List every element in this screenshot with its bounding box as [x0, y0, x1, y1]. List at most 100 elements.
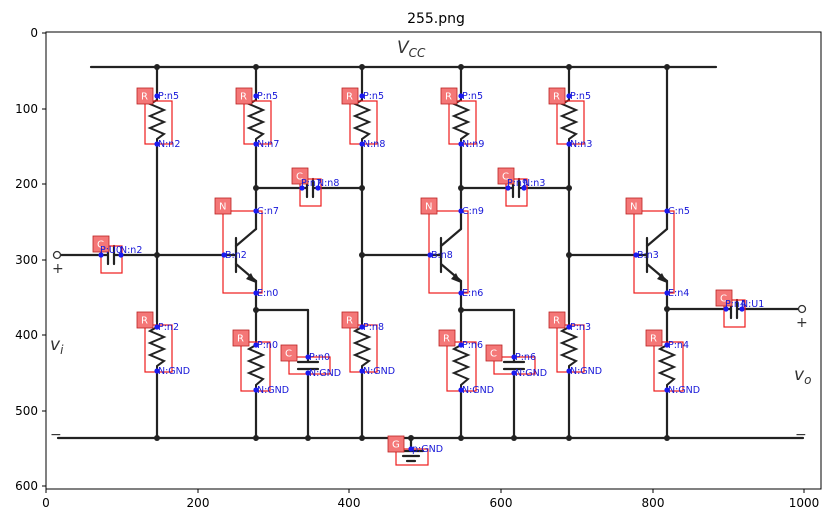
pin-label: P:n8 [363, 322, 384, 333]
y-tick-label: 200 [15, 177, 38, 191]
pin-label: E:n0 [257, 288, 278, 299]
pin-dot [505, 185, 511, 191]
component-type-tag [645, 329, 663, 347]
pin-dot [458, 290, 464, 296]
pin-label: P:n4 [725, 299, 746, 310]
component-type-tag [440, 87, 458, 105]
component-type-label: G [392, 440, 400, 451]
transistor-symbols [225, 213, 669, 295]
component-r4: R P:n5 N:n9 [440, 87, 484, 150]
pin-dot [566, 368, 572, 374]
pin-label: C:n7 [257, 206, 279, 217]
component-c5: C P:n6 N:GND [485, 344, 547, 379]
component-type-label: R [141, 92, 148, 103]
pin-dot [154, 324, 160, 330]
pin-label: P:n3 [570, 322, 591, 333]
component-type-tag [341, 87, 359, 105]
component-q1: N C:n7 B:n2 E:n0 [214, 197, 279, 299]
y-tick-label: 400 [15, 328, 38, 342]
component-r1: R P:n5 N:n2 [136, 87, 180, 150]
pin-dot [305, 354, 311, 360]
component-r9: R P:n6 N:GND [438, 329, 494, 396]
pin-dot [458, 141, 464, 147]
pin-label: N:GND [257, 385, 289, 396]
pin-label: P:n2 [158, 322, 179, 333]
io-terminals [52, 250, 807, 314]
component-r10: R P:n3 N:GND [548, 311, 602, 377]
y-tick-label: 600 [15, 479, 38, 493]
component-type-tag [291, 167, 309, 185]
component-bbox [299, 178, 322, 207]
component-c1: CP:U0N:n2 [92, 235, 142, 274]
pin-dot [253, 290, 259, 296]
pin-dot [458, 93, 464, 99]
pin-dot [154, 141, 160, 147]
pin-dot [458, 208, 464, 214]
component-bbox [505, 178, 528, 207]
pin-label: E:n6 [462, 288, 483, 299]
component-r8: R P:n8 N:GND [341, 311, 395, 377]
pin-dot [253, 342, 259, 348]
component-type-tag [235, 87, 253, 105]
pin-dot [359, 368, 365, 374]
x-tick-label: 400 [338, 496, 361, 510]
pin-dot [633, 252, 639, 258]
component-bbox [633, 210, 675, 294]
component-type-label: C [296, 172, 303, 183]
component-type-tag [136, 87, 154, 105]
component-type-label: R [240, 92, 247, 103]
pin-dot [359, 324, 365, 330]
pin-dot [253, 93, 259, 99]
pin-dot [253, 387, 259, 393]
pin-label: N:n3 [570, 139, 592, 150]
pin-label: P:n0 [309, 352, 330, 363]
component-type-label: R [553, 92, 560, 103]
component-q2: N C:n9 B:n8 E:n6 [420, 197, 484, 299]
pin-dot [458, 387, 464, 393]
component-c2: CP:n7N:n8 [291, 167, 339, 207]
pin-dot [511, 354, 517, 360]
component-type-tag [625, 197, 643, 215]
pin-label: C:n9 [462, 206, 484, 217]
pin-dot [458, 342, 464, 348]
plot-title: 255.png [407, 11, 465, 27]
component-type-label: R [346, 92, 353, 103]
component-type-tag [136, 311, 154, 329]
x-tick-label: 600 [490, 496, 513, 510]
pin-label: P:n5 [570, 91, 591, 102]
pin-dot [664, 387, 670, 393]
pin-label: N:n2 [120, 245, 142, 256]
y-tick-label: 300 [15, 253, 38, 267]
pin-label: P:n5 [363, 91, 384, 102]
component-r2: R P:n5 N:n7 [235, 87, 279, 150]
input-plus-sign: + [52, 261, 64, 277]
component-bbox [100, 245, 123, 274]
component-type-label: N [425, 202, 432, 213]
pin-dot [118, 252, 124, 258]
pin-label: p:GND [412, 444, 443, 455]
pin-label: P:n9 [507, 178, 528, 189]
pin-label: N:n7 [257, 139, 279, 150]
component-type-label: C [285, 349, 292, 360]
pin-label: C:n5 [668, 206, 690, 217]
component-type-label: N [219, 202, 226, 213]
pin-dot [305, 370, 311, 376]
vcc-label: VCC [397, 38, 426, 60]
component-c6: CP:n4N:U1 [715, 289, 764, 328]
pin-label: P:n5 [158, 91, 179, 102]
pin-label: P:n7 [301, 178, 322, 189]
pin-label: P:U0 [100, 245, 122, 256]
output-minus-sign: − [795, 427, 807, 443]
y-axis: 0 100 200 300 400 500 600 [15, 26, 46, 493]
pin-dot [154, 368, 160, 374]
vi-label: vi [50, 335, 64, 357]
pin-dot [511, 370, 517, 376]
resistor-symbols [147, 95, 677, 390]
component-c4: C P:n0 N:GND [280, 344, 341, 379]
pin-dot [359, 93, 365, 99]
pin-label: B:n2 [225, 250, 247, 261]
component-type-tag [438, 329, 456, 347]
pin-dot [253, 141, 259, 147]
pin-dot [98, 252, 104, 258]
